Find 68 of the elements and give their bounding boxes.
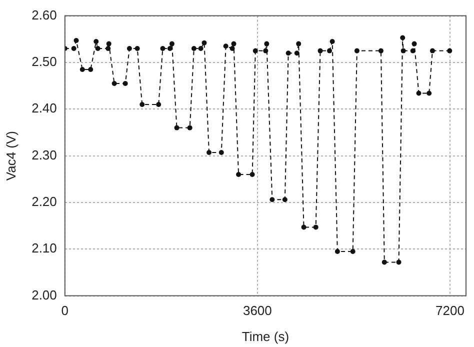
point [416,90,422,96]
point [230,46,235,51]
point [95,46,100,51]
point [270,197,275,202]
y-tick-label: 2.10 [32,240,57,256]
point [286,50,291,56]
point [447,48,452,54]
point [206,150,212,156]
y-axis-title: Vac4 (V) [3,130,18,181]
point [400,35,406,40]
point [378,48,384,54]
point [187,125,192,130]
point [191,46,196,51]
point [236,172,242,177]
point [296,41,302,46]
point [313,224,318,230]
point [112,80,117,86]
y-tick-label: 2.50 [32,54,57,70]
point [174,125,180,130]
point [330,38,335,44]
x-tick-label: 7200 [435,303,464,318]
point [156,102,162,107]
point [334,248,340,254]
point [94,38,99,44]
point [122,80,128,86]
y-tick-label: 2.40 [32,100,57,116]
point [400,48,406,54]
point [430,48,435,54]
point [231,41,236,46]
point [282,197,288,202]
point [250,172,255,177]
y-tick-label: 2.20 [32,194,57,210]
x-axis-title: Time (s) [242,328,290,344]
point [74,38,79,44]
point [223,44,228,49]
point [160,46,166,51]
point [382,260,387,265]
point [88,66,94,72]
point [252,48,258,54]
point [318,48,323,54]
point [218,150,224,156]
point [264,41,270,46]
point [198,46,204,51]
point [126,46,132,51]
point [71,46,76,51]
point [167,46,172,51]
y-tick-label: 2.30 [32,147,57,162]
point [80,66,85,72]
point [140,102,145,107]
point [106,46,111,51]
point [202,40,207,46]
point [426,90,432,96]
point [301,224,306,230]
x-tick-label: 0 [61,303,69,318]
y-tick-label: 2.60 [32,7,57,22]
point [134,46,140,51]
y-tick-label: 2.00 [32,287,57,302]
point [412,41,417,46]
x-tick-label: 3600 [242,303,272,318]
point [263,48,268,54]
point [396,260,402,265]
point [354,48,360,54]
point [169,41,174,46]
point [327,48,332,54]
point [410,48,416,54]
point [294,50,300,56]
point [350,248,356,254]
point [106,41,112,46]
